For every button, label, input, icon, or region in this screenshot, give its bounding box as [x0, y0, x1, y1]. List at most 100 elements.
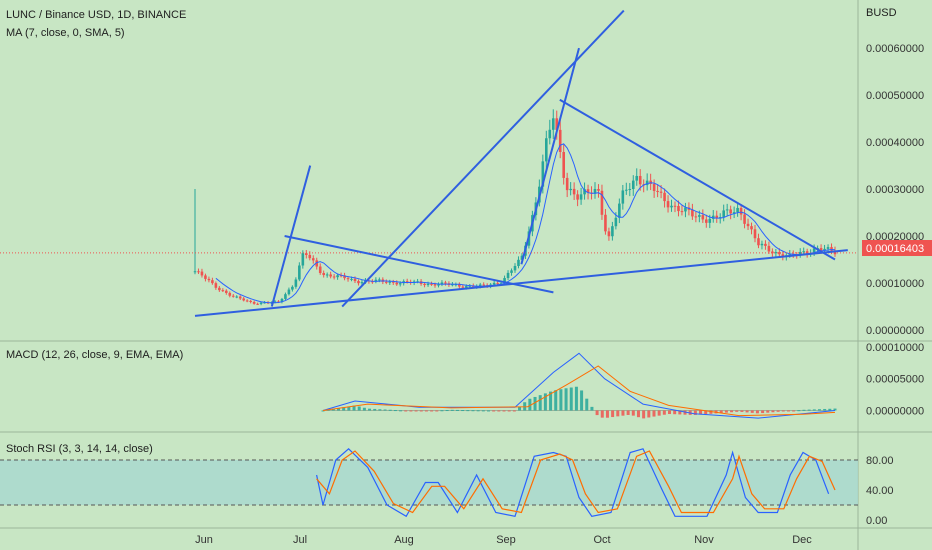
candle-body	[235, 296, 239, 298]
candle-body	[680, 211, 684, 213]
candle-body	[478, 284, 482, 287]
candle-body	[482, 284, 485, 286]
candle-body	[245, 300, 249, 302]
candle-body	[204, 275, 207, 279]
trendline[interactable]	[270, 165, 312, 307]
candle-body	[788, 253, 792, 256]
candle-body	[336, 275, 339, 278]
candle-body	[739, 207, 743, 215]
macd-histogram-bar	[771, 410, 775, 413]
candle-body	[211, 280, 214, 284]
candle-body	[555, 118, 559, 130]
macd-histogram-bar	[693, 410, 697, 415]
macd-histogram-bar	[802, 409, 806, 411]
macd-histogram-bar	[678, 410, 682, 415]
time-axis-tick: Jul	[293, 534, 307, 546]
macd-histogram-bar	[590, 406, 594, 411]
candle-body	[242, 298, 245, 301]
candle-body	[218, 287, 221, 291]
macd-histogram-bar	[554, 390, 558, 411]
candle-body	[774, 252, 778, 254]
candle-body	[444, 282, 447, 284]
candle-body	[778, 252, 781, 255]
price-axis-tick: 0.00060000	[866, 43, 924, 55]
candle-body	[256, 303, 259, 305]
macd-histogram-bar	[435, 410, 439, 412]
candle-body	[249, 300, 252, 302]
macd-histogram-bar	[419, 410, 423, 412]
candle-body	[781, 254, 785, 257]
candle-body	[548, 129, 552, 139]
candle-body	[395, 282, 399, 285]
macd-histogram-bar	[730, 410, 734, 413]
candle-body	[812, 248, 816, 253]
trendline[interactable]	[559, 98, 836, 261]
candle-body	[677, 205, 680, 212]
time-axis-tick: Jun	[195, 534, 213, 546]
trendline[interactable]	[194, 249, 848, 317]
macd-histogram-bar	[497, 410, 501, 412]
trendline[interactable]	[284, 235, 554, 294]
macd-histogram-bar	[362, 407, 366, 411]
macd-histogram-bar	[585, 398, 589, 411]
macd-histogram-bar	[399, 410, 403, 412]
candle-body	[398, 283, 402, 285]
macd-histogram-bar	[605, 410, 609, 418]
macd-histogram-bar	[823, 408, 827, 411]
trendline[interactable]	[520, 47, 580, 265]
macd-histogram-bar	[337, 408, 341, 411]
macd-histogram-bar	[616, 410, 620, 417]
candle-body	[628, 188, 632, 190]
candle-body	[558, 129, 562, 152]
candle-body	[656, 190, 659, 192]
candle-body	[391, 281, 395, 283]
macd-histogram-bar	[321, 410, 325, 412]
candle-body	[499, 283, 503, 285]
candle-body	[732, 212, 736, 214]
stoch-rsi-axis-tick: 80.00	[866, 455, 894, 467]
candle-body	[311, 258, 315, 261]
candle-body	[715, 215, 719, 218]
candle-body	[771, 251, 774, 254]
candle-body	[517, 259, 520, 267]
macd-histogram-bar	[430, 410, 434, 412]
candle-body	[259, 302, 263, 304]
candle-body	[614, 217, 618, 227]
candle-body	[496, 282, 499, 284]
time-axis-tick: Oct	[593, 534, 610, 546]
macd-histogram-bar	[668, 410, 672, 415]
candle-body	[746, 223, 750, 227]
macd-histogram-bar	[466, 410, 470, 412]
candle-body	[343, 275, 346, 279]
candle-body	[238, 296, 242, 299]
macd-histogram-bar	[828, 408, 832, 411]
macd-histogram-bar	[750, 410, 754, 413]
candle-body	[705, 219, 708, 223]
candle-body	[273, 301, 277, 303]
candle-body	[562, 151, 565, 178]
candle-body	[572, 188, 576, 195]
candle-body	[725, 209, 729, 211]
macd-histogram-bar	[673, 410, 677, 415]
macd-histogram-bar	[621, 410, 625, 416]
candle-body	[579, 194, 583, 200]
macd-histogram-bar	[657, 410, 661, 416]
candle-body	[332, 276, 336, 278]
candle-body	[221, 290, 225, 292]
macd-histogram-bar	[631, 410, 635, 416]
candle-body	[423, 283, 426, 286]
candle-body	[318, 266, 322, 273]
candle-body	[631, 180, 635, 189]
candle-body	[325, 274, 329, 276]
candle-body	[301, 253, 305, 266]
candle-body	[750, 226, 753, 230]
macd-histogram-bar	[574, 386, 578, 411]
macd-histogram-bar	[440, 410, 444, 412]
macd-histogram-bar	[404, 410, 408, 412]
macd-histogram-bar	[342, 407, 346, 411]
macd-histogram-bar	[766, 410, 770, 413]
candle-body	[663, 192, 666, 202]
candle-body	[228, 292, 232, 296]
macd-histogram-bar	[699, 410, 703, 415]
